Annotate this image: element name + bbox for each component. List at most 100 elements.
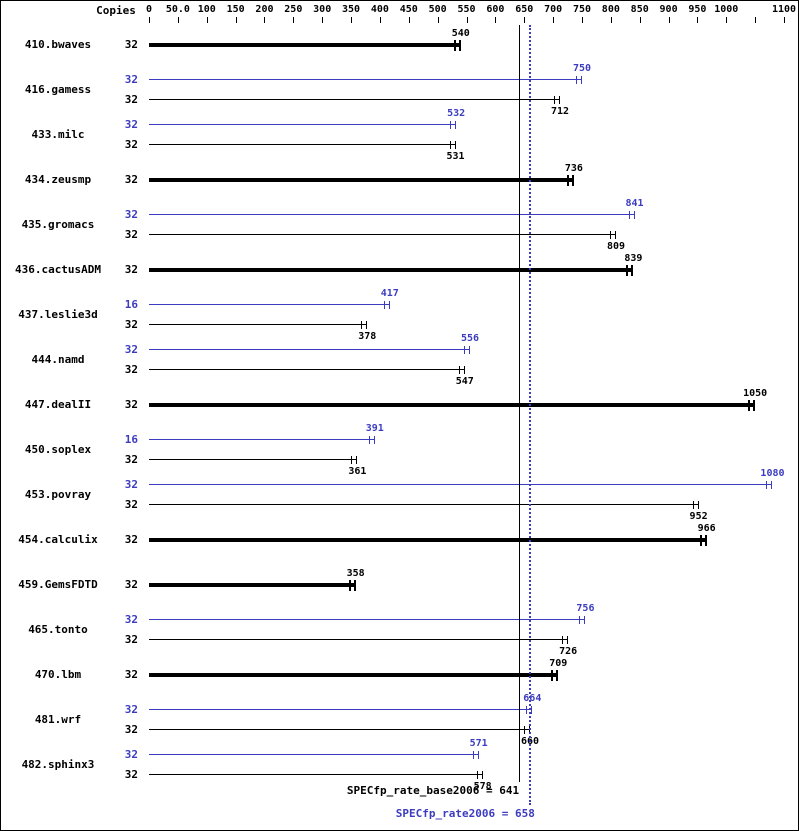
bar-endcap bbox=[476, 771, 478, 779]
axis-tick-mark bbox=[726, 17, 728, 23]
base-bar bbox=[149, 268, 634, 272]
base-bar bbox=[149, 729, 531, 730]
bar-endcap bbox=[559, 96, 561, 104]
bar-endcap bbox=[450, 121, 452, 129]
copies-value: 32 bbox=[124, 398, 138, 411]
axis-tick-label: 550 bbox=[457, 4, 476, 15]
base-value-label: 966 bbox=[697, 523, 716, 534]
copies-value: 16 bbox=[124, 433, 138, 446]
axis-tick-label: 500 bbox=[428, 4, 447, 15]
bar-endcap bbox=[571, 174, 574, 186]
axis-tick-mark bbox=[697, 17, 699, 23]
base-value-label: 952 bbox=[689, 511, 708, 522]
benchmark-name: 435.gromacs bbox=[21, 218, 95, 231]
axis-tick-mark bbox=[293, 17, 295, 23]
peak-bar bbox=[149, 304, 390, 305]
benchmark-name: 437.leslie3d bbox=[18, 308, 98, 321]
axis-tick-mark bbox=[235, 17, 237, 23]
axis-tick-mark bbox=[351, 17, 353, 23]
copies-value: 32 bbox=[124, 748, 138, 761]
bar-endcap bbox=[580, 76, 582, 84]
base-value-label: 547 bbox=[455, 376, 474, 387]
peak-bar bbox=[149, 709, 533, 710]
bar-endcap bbox=[626, 264, 629, 276]
base-value-label: 712 bbox=[551, 106, 570, 117]
base-mean-label: SPECfp_rate_base2006 = 641 bbox=[346, 784, 520, 797]
copies-value: 32 bbox=[124, 533, 138, 546]
base-value-label: 540 bbox=[451, 28, 470, 39]
axis-tick-label: 600 bbox=[486, 4, 505, 15]
peak-bar bbox=[149, 349, 470, 350]
base-bar bbox=[149, 178, 574, 182]
axis-tick-mark bbox=[639, 17, 641, 23]
bar-endcap bbox=[477, 751, 479, 759]
axis-tick-mark bbox=[581, 17, 583, 23]
base-bar bbox=[149, 144, 456, 145]
benchmark-name: 465.tonto bbox=[28, 623, 88, 636]
bar-endcap bbox=[766, 481, 768, 489]
axis-tick-mark bbox=[379, 17, 381, 23]
axis-tick-label: 200 bbox=[255, 4, 274, 15]
peak-bar bbox=[149, 754, 479, 755]
bar-endcap bbox=[368, 436, 370, 444]
base-value-label: 839 bbox=[624, 253, 643, 264]
bar-endcap bbox=[458, 366, 460, 374]
copies-value: 32 bbox=[124, 498, 138, 511]
copies-value: 32 bbox=[124, 93, 138, 106]
bar-endcap bbox=[704, 534, 707, 546]
axis-tick-label: 450 bbox=[399, 4, 418, 15]
base-bar bbox=[149, 459, 358, 460]
copies-value: 32 bbox=[124, 613, 138, 626]
benchmark-name: 450.soplex bbox=[24, 443, 92, 456]
benchmark-name: 416.gamess bbox=[24, 83, 92, 96]
peak-bar bbox=[149, 79, 582, 80]
bar-endcap bbox=[567, 636, 569, 644]
base-bar bbox=[149, 324, 368, 325]
base-bar bbox=[149, 538, 707, 542]
peak-value-label: 391 bbox=[365, 423, 384, 434]
copies-value: 32 bbox=[124, 768, 138, 781]
bar-endcap bbox=[356, 456, 358, 464]
peak-bar bbox=[149, 124, 457, 125]
axis-tick-mark bbox=[322, 17, 324, 23]
axis-tick-mark bbox=[524, 17, 526, 23]
bar-endcap bbox=[348, 579, 351, 591]
bar-endcap bbox=[463, 346, 465, 354]
peak-value-label: 1080 bbox=[760, 468, 785, 479]
bar-endcap bbox=[383, 301, 385, 309]
base-value-label: 531 bbox=[446, 151, 465, 162]
base-value-label: 358 bbox=[346, 568, 365, 579]
benchmark-name: 434.zeusmp bbox=[24, 173, 92, 186]
bar-endcap bbox=[453, 39, 456, 51]
copies-value: 16 bbox=[124, 298, 138, 311]
benchmark-name: 433.milc bbox=[31, 128, 85, 141]
base-bar bbox=[149, 99, 561, 100]
peak-bar bbox=[149, 484, 773, 485]
bar-endcap bbox=[455, 121, 457, 129]
copies-value: 32 bbox=[124, 703, 138, 716]
copies-value: 32 bbox=[124, 263, 138, 276]
copies-value: 32 bbox=[124, 208, 138, 221]
copies-value: 32 bbox=[124, 343, 138, 356]
base-bar bbox=[149, 583, 356, 587]
bar-endcap bbox=[351, 456, 353, 464]
axis-tick-mark bbox=[149, 17, 150, 23]
axis-tick-label: 0 bbox=[145, 4, 153, 15]
bar-endcap bbox=[628, 211, 630, 219]
bar-endcap bbox=[579, 616, 581, 624]
benchmark-name: 410.bwaves bbox=[24, 38, 92, 51]
axis-tick-label: 400 bbox=[370, 4, 389, 15]
base-value-label: 736 bbox=[564, 163, 583, 174]
peak-value-label: 532 bbox=[447, 108, 466, 119]
benchmark-name: 444.namd bbox=[31, 353, 85, 366]
axis-tick-mark bbox=[466, 17, 468, 23]
peak-value-label: 571 bbox=[469, 738, 488, 749]
benchmark-name: 454.calculix bbox=[18, 533, 98, 546]
axis-tick-label: 700 bbox=[544, 4, 563, 15]
benchmark-name: 459.GemsFDTD bbox=[18, 578, 98, 591]
copies-value: 32 bbox=[124, 453, 138, 466]
bar-endcap bbox=[748, 399, 751, 411]
base-mean-line bbox=[519, 25, 521, 782]
bar-endcap bbox=[454, 141, 456, 149]
